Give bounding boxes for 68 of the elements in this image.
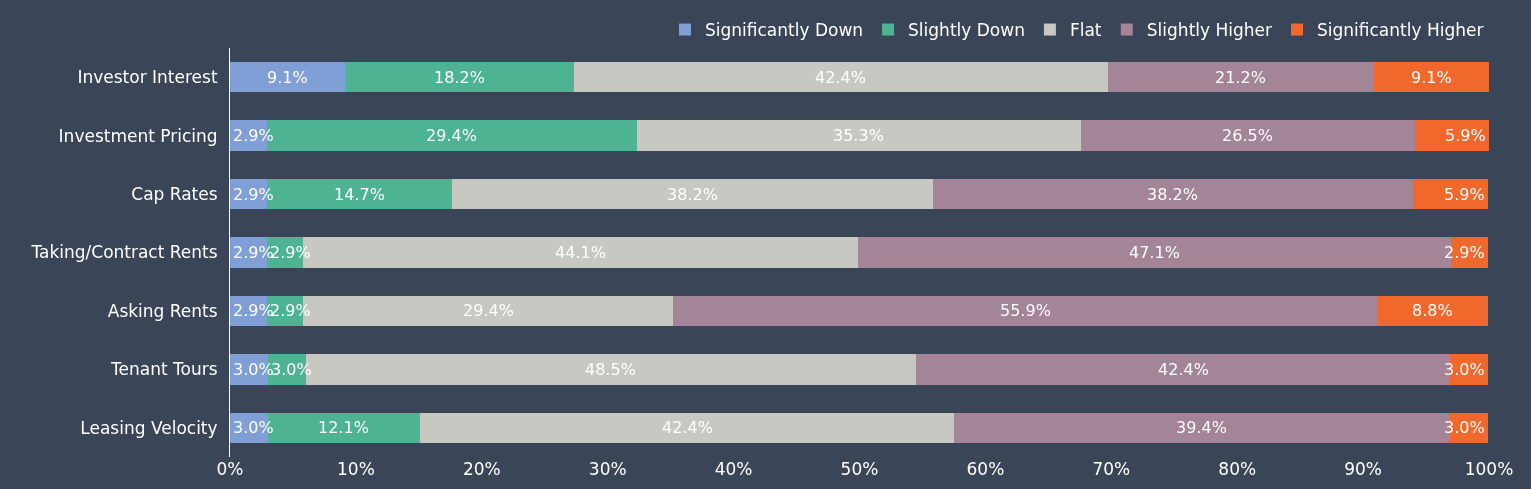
bar <box>1374 62 1489 93</box>
x-tick-label: 60% <box>966 459 1005 479</box>
data-label: 5.9% <box>1444 185 1485 204</box>
data-label: 3.0% <box>233 360 274 379</box>
data-label: 42.4% <box>815 68 866 87</box>
data-label: 2.9% <box>233 301 274 320</box>
data-label: 2.9% <box>233 126 274 145</box>
data-label: 21.2% <box>1215 68 1266 87</box>
x-tick-label: 100% <box>1464 459 1514 479</box>
bar <box>573 62 1108 93</box>
data-label: 39.4% <box>1176 418 1227 437</box>
data-label: 3.0% <box>233 418 274 437</box>
data-label: 9.1% <box>1411 68 1452 87</box>
bar <box>420 412 954 443</box>
data-label: 12.1% <box>318 418 369 437</box>
legend-label: Significantly Higher <box>1317 20 1484 41</box>
data-label: 5.9% <box>1445 126 1486 145</box>
x-tick-label: 40% <box>714 459 753 479</box>
y-tick-label: Tenant Tours <box>110 359 218 380</box>
bar <box>673 295 1377 327</box>
data-label: 44.1% <box>555 243 606 262</box>
data-label: 47.1% <box>1129 243 1180 262</box>
data-label: 2.9% <box>233 243 274 262</box>
data-label: 2.9% <box>1444 243 1485 262</box>
data-label: 42.4% <box>662 418 713 437</box>
bar <box>344 62 574 93</box>
x-tick-label: 90% <box>1344 459 1382 479</box>
x-tick-label: 80% <box>1218 459 1257 479</box>
data-label: 2.9% <box>233 185 274 204</box>
x-tick-label: 10% <box>337 459 375 479</box>
bar <box>1107 62 1375 93</box>
data-label: 26.5% <box>1222 126 1273 145</box>
y-tick-label: Asking Rents <box>107 300 218 321</box>
data-label: 8.8% <box>1412 301 1453 320</box>
x-tick-label: 0% <box>216 459 244 479</box>
bar <box>1081 120 1415 151</box>
x-tick-label: 20% <box>462 459 501 479</box>
y-tick-label: Leasing Velocity <box>80 417 218 438</box>
data-label: 3.0% <box>1444 418 1485 437</box>
bar <box>636 120 1082 151</box>
legend-label: Significantly Down <box>705 20 864 41</box>
x-tick-label: 30% <box>588 459 627 479</box>
data-label: 48.5% <box>585 360 636 379</box>
legend-label: Flat <box>1069 20 1102 41</box>
bar <box>230 62 345 93</box>
data-label: 38.2% <box>667 185 718 204</box>
data-label: 29.4% <box>426 126 477 145</box>
data-label: 14.7% <box>334 185 385 204</box>
y-tick-label: Investor Interest <box>77 67 218 88</box>
data-label: 3.0% <box>1444 360 1485 379</box>
bar <box>1414 120 1489 151</box>
data-label: 9.1% <box>267 68 308 87</box>
x-tick-label: 50% <box>840 459 879 479</box>
legend-label: Slightly Higher <box>1146 20 1273 41</box>
y-tick-label: Taking/Contract Rents <box>30 242 218 263</box>
data-label: 38.2% <box>1147 185 1198 204</box>
data-label: 29.4% <box>463 301 514 320</box>
legend-label: Slightly Down <box>908 20 1025 41</box>
data-label: 42.4% <box>1158 360 1209 379</box>
bar <box>1376 295 1488 327</box>
data-label: 35.3% <box>833 126 884 145</box>
y-tick-label: Cap Rates <box>131 184 218 205</box>
y-tick-label: Investment Pricing <box>58 125 218 146</box>
data-label: 18.2% <box>434 68 485 87</box>
bar <box>932 178 1414 210</box>
data-label: 55.9% <box>1000 301 1051 320</box>
bar <box>451 178 933 210</box>
x-tick-label: 70% <box>1092 459 1131 479</box>
